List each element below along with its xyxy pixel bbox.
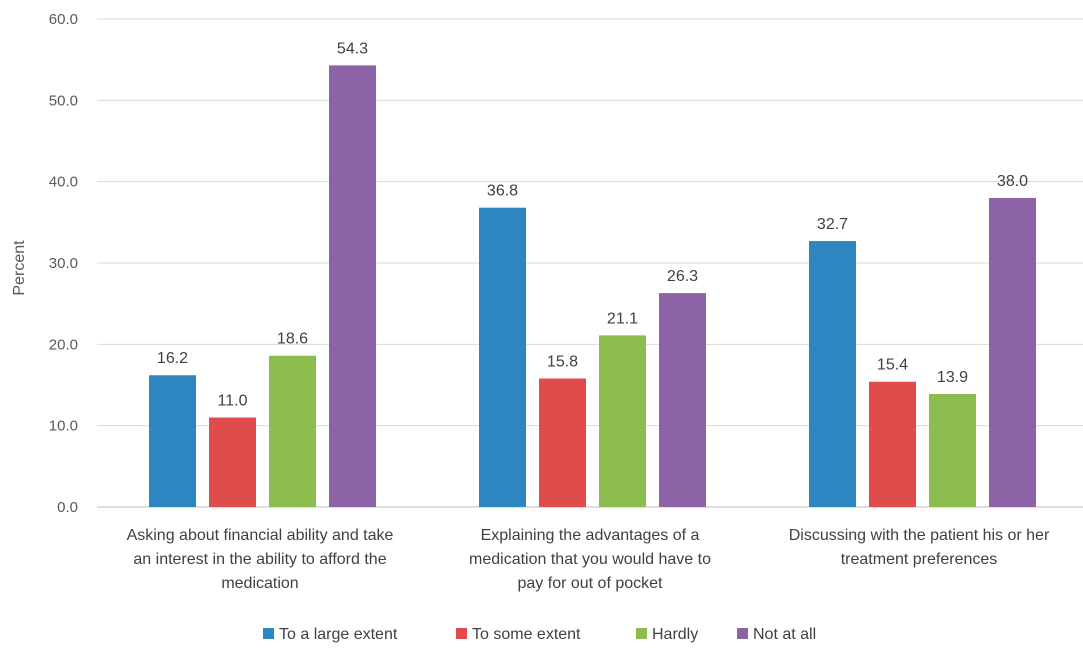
bar-to-a-large-extent bbox=[149, 375, 196, 507]
data-label: 36.8 bbox=[487, 183, 518, 200]
data-label: 11.0 bbox=[218, 393, 248, 410]
data-label: 13.9 bbox=[937, 369, 968, 386]
bars bbox=[149, 65, 1036, 508]
data-label: 54.3 bbox=[337, 40, 368, 57]
data-label: 15.8 bbox=[547, 353, 578, 370]
y-tick-label: 10.0 bbox=[49, 418, 78, 435]
data-label: 38.0 bbox=[997, 173, 1028, 190]
y-axis-ticks: 0.0 10.0 20.0 30.0 40.0 50.0 60.0 bbox=[49, 11, 78, 516]
bar-to-some-extent bbox=[209, 417, 256, 507]
gridlines bbox=[97, 18, 1083, 508]
y-tick-label: 0.0 bbox=[57, 499, 78, 516]
bar-hardly bbox=[599, 335, 646, 507]
bar-to-some-extent bbox=[869, 381, 916, 507]
y-tick-label: 30.0 bbox=[49, 255, 78, 272]
category-labels: Asking about financial ability and take a… bbox=[127, 527, 1050, 592]
data-label: 32.7 bbox=[817, 216, 848, 233]
legend: To a large extent To some extent Hardly Not… bbox=[263, 626, 816, 643]
data-labels: 16.2 36.8 32.7 11.0 15.8 15.4 18.6 21.1 13.9 54.3… bbox=[157, 40, 1028, 409]
category-label: Asking about financial ability and take a… bbox=[127, 527, 394, 592]
bar-to-some-extent bbox=[539, 378, 586, 507]
bar-to-a-large-extent bbox=[809, 241, 856, 508]
data-label: 15.4 bbox=[877, 357, 908, 374]
y-tick-label: 40.0 bbox=[49, 174, 78, 191]
category-label: Discussing with the patient his or her tr… bbox=[789, 527, 1050, 568]
legend-label: To a large extent bbox=[279, 626, 398, 643]
y-tick-label: 60.0 bbox=[49, 11, 78, 28]
bar-hardly bbox=[929, 393, 976, 507]
legend-swatch bbox=[263, 628, 274, 639]
data-label: 21.1 bbox=[607, 310, 638, 327]
legend-label: Not at all bbox=[753, 626, 816, 643]
legend-label: Hardly bbox=[652, 626, 698, 643]
y-axis-title: Percent bbox=[11, 240, 28, 296]
y-tick-label: 50.0 bbox=[49, 92, 78, 109]
bar-to-a-large-extent bbox=[479, 207, 526, 507]
bar-not-at-all bbox=[989, 197, 1036, 507]
legend-swatch bbox=[737, 628, 748, 639]
y-tick-label: 20.0 bbox=[49, 336, 78, 353]
legend-swatch bbox=[636, 628, 647, 639]
data-label: 18.6 bbox=[277, 331, 308, 348]
bar-not-at-all bbox=[659, 293, 706, 507]
data-label: 16.2 bbox=[157, 350, 188, 367]
legend-swatch bbox=[456, 628, 467, 639]
bar-not-at-all bbox=[329, 65, 376, 508]
legend-label: To some extent bbox=[472, 626, 581, 643]
category-label: Explaining the advantages of a medication… bbox=[469, 527, 711, 592]
data-label: 26.3 bbox=[667, 268, 698, 285]
bar-hardly bbox=[269, 355, 316, 507]
